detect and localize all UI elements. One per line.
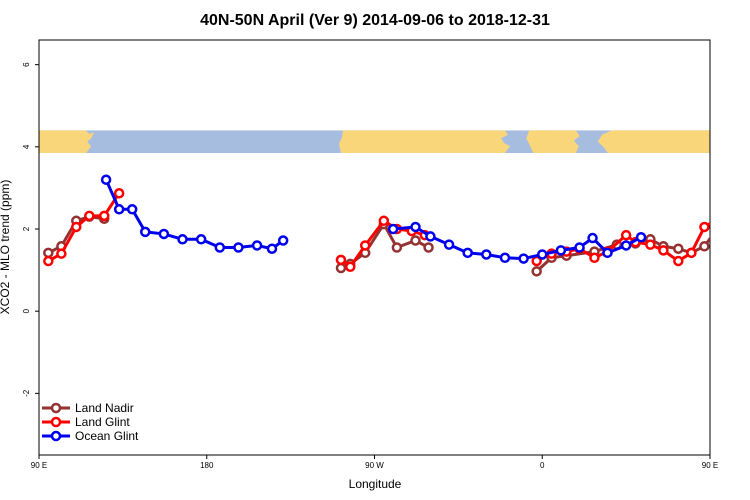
- data-point-land-nadir: [673, 243, 684, 254]
- data-point-land-glint: [84, 210, 95, 222]
- data-point-land-glint: [113, 188, 125, 199]
- data-point-land-glint: [43, 255, 54, 267]
- data-point-ocean-glint: [277, 235, 289, 246]
- data-point-ocean-glint: [113, 204, 125, 215]
- data-point-land-glint: [673, 255, 684, 267]
- data-point-ocean-glint: [443, 239, 455, 250]
- data-point-ocean-glint: [214, 242, 226, 253]
- data-point-land-nadir: [335, 262, 347, 274]
- data-point-land-glint: [71, 221, 82, 233]
- x-axis: 90 E 180 90 W 0 90 E: [31, 455, 718, 470]
- data-point-ocean-glint: [139, 226, 151, 238]
- data-point-land-glint: [335, 254, 347, 266]
- data-point-ocean-glint: [195, 234, 207, 245]
- data-point-ocean-glint: [266, 243, 278, 254]
- x-tick-label: 90 E: [702, 461, 718, 470]
- y-tick-label: 4: [22, 144, 31, 149]
- legend-item-ocean-glint: Ocean Glint: [42, 429, 139, 443]
- legend-item-land-glint: Land Glint: [42, 415, 130, 429]
- data-point-land-glint: [589, 252, 600, 264]
- data-point-ocean-glint: [410, 221, 421, 233]
- y-tick-label: 6: [22, 62, 31, 67]
- data-point-ocean-glint: [177, 234, 188, 245]
- y-axis: -2 0 2 4 6: [22, 62, 39, 397]
- legend: Land Nadir Land Glint Ocean Glint: [42, 401, 139, 443]
- data-point-ocean-glint: [481, 249, 492, 260]
- data-point-ocean-glint: [587, 232, 598, 244]
- data-point-ocean-glint: [620, 240, 632, 251]
- x-axis-label: Longitude: [349, 477, 402, 491]
- data-point-land-glint: [686, 247, 697, 259]
- data-point-land-nadir: [531, 266, 542, 277]
- data-point-land-glint: [734, 212, 742, 220]
- x-tick-label: 0: [540, 461, 545, 470]
- data-point-land-nadir: [43, 247, 54, 259]
- data-point-land-glint: [56, 248, 67, 259]
- series-line-ocean-glint: [734, 180, 750, 240]
- data-point-ocean-glint: [251, 240, 263, 251]
- series-ocean-glint: [100, 174, 750, 264]
- data-point-ocean-glint: [730, 176, 738, 184]
- data-point-land-glint: [719, 212, 727, 220]
- x-tick-label: 180: [200, 461, 214, 470]
- data-point-land-nadir: [719, 217, 727, 225]
- data-point-ocean-glint: [100, 174, 112, 185]
- data-point-land-nadir: [410, 235, 421, 246]
- y-axis-label: XCO2 - MLO trend (ppm): [0, 180, 12, 315]
- data-point-land-nadir: [734, 213, 742, 221]
- data-point-ocean-glint: [158, 228, 170, 240]
- map-land: [39, 130, 710, 153]
- data-point-ocean-glint: [233, 242, 244, 253]
- y-tick-label: -2: [22, 389, 31, 397]
- data-point-ocean-glint: [574, 242, 585, 253]
- data-point-ocean-glint: [462, 247, 473, 259]
- data-point-land-nadir: [699, 241, 710, 252]
- legend-label-ocean-glint: Ocean Glint: [75, 429, 139, 443]
- data-point-land-nadir: [391, 242, 403, 253]
- data-point-land-glint: [620, 229, 632, 241]
- data-point-ocean-glint: [126, 204, 138, 215]
- data-point-ocean-glint: [518, 253, 529, 264]
- x-tick-label: 90 W: [365, 461, 384, 470]
- data-point-land-glint: [699, 221, 710, 233]
- data-point-land-glint: [98, 210, 110, 222]
- data-point-ocean-glint: [387, 223, 399, 235]
- data-point-land-glint: [658, 245, 669, 256]
- series-layer: [43, 174, 750, 277]
- data-point-ocean-glint: [537, 249, 548, 260]
- data-point-ocean-glint: [602, 247, 613, 259]
- data-point-ocean-glint: [743, 205, 750, 213]
- data-point-land-nadir: [423, 242, 434, 253]
- data-point-land-glint: [359, 240, 371, 251]
- data-point-land-glint: [345, 261, 356, 273]
- series-line-land-glint: [535, 221, 710, 263]
- legend-item-land-nadir: Land Nadir: [42, 401, 134, 415]
- y-tick-label: 2: [22, 226, 31, 231]
- legend-label-land-glint: Land Glint: [75, 415, 130, 429]
- x-tick-label: 90 E: [31, 461, 47, 470]
- data-point-ocean-glint: [425, 231, 436, 242]
- map-strip: [39, 130, 710, 153]
- data-point-ocean-glint: [635, 231, 647, 243]
- data-point-land-glint: [378, 215, 390, 227]
- data-point-ocean-glint: [555, 245, 567, 256]
- data-point-ocean-glint: [499, 252, 511, 264]
- legend-label-land-nadir: Land Nadir: [75, 401, 134, 415]
- y-tick-label: 0: [22, 308, 31, 313]
- data-point-land-glint: [645, 239, 656, 250]
- chart-title: 40N-50N April (Ver 9) 2014-09-06 to 2018…: [200, 12, 550, 29]
